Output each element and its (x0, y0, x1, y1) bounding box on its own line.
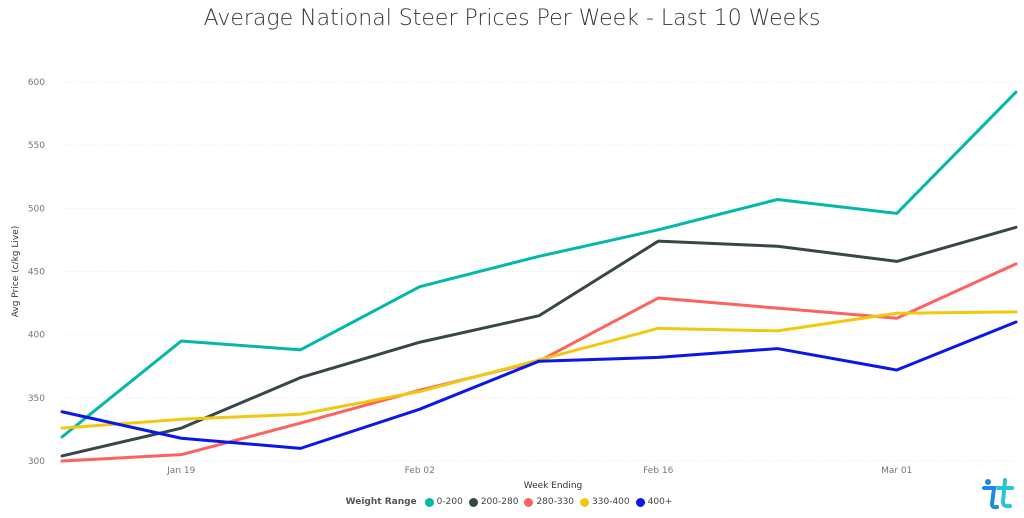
y-axis-label: Avg Price (c/kg Live) (11, 226, 21, 318)
y-tick-label: 600 (28, 78, 45, 88)
legend-item-330-400[interactable]: 330-400 (580, 497, 630, 507)
brand-logo-icon (982, 478, 1014, 510)
legend-label: 280-330 (536, 497, 575, 507)
y-tick-label: 350 (28, 394, 45, 404)
legend-item-280-330[interactable]: 280-330 (524, 497, 574, 507)
x-tick-label: Mar 01 (881, 466, 912, 476)
legend: Weight Range 0-200 200-280 280-330 330-400 4… (0, 497, 1024, 507)
legend-label: 400+ (647, 497, 673, 507)
legend-item-400+[interactable]: 400+ (635, 497, 673, 507)
legend-item-200-280[interactable]: 200-280 (468, 497, 519, 507)
legend-label: 200-280 (480, 497, 519, 507)
legend-marker (524, 497, 534, 507)
x-tick-label: Feb 02 (405, 466, 435, 476)
legend-marker (580, 497, 590, 507)
legend-marker (424, 497, 434, 507)
series-line-200-280 (60, 225, 1018, 458)
legend-item-0-200[interactable]: 0-200 (424, 497, 463, 507)
x-tick-label: Feb 16 (643, 466, 674, 476)
y-tick-label: 550 (28, 141, 45, 151)
y-tick-label: 300 (28, 457, 45, 467)
y-tick-label: 400 (28, 331, 45, 341)
x-axis-label: Week Ending (524, 481, 583, 491)
legend-title: Weight Range (345, 497, 417, 507)
legend-label: 0-200 (436, 497, 463, 507)
chart-title: Average National Steer Prices Per Week -… (203, 6, 821, 31)
y-tick-label: 450 (28, 268, 45, 278)
legend-items: 0-200 200-280 280-330 330-400 400+ (424, 497, 679, 507)
legend-marker (468, 497, 478, 507)
series-line-400+ (60, 320, 1018, 450)
series-line-0-200 (60, 90, 1018, 439)
y-tick-label: 500 (28, 204, 45, 214)
legend-label: 330-400 (592, 497, 630, 507)
legend-marker (635, 497, 645, 507)
series-line-330-400 (60, 310, 1018, 430)
x-tick-label: Jan 19 (166, 466, 195, 476)
